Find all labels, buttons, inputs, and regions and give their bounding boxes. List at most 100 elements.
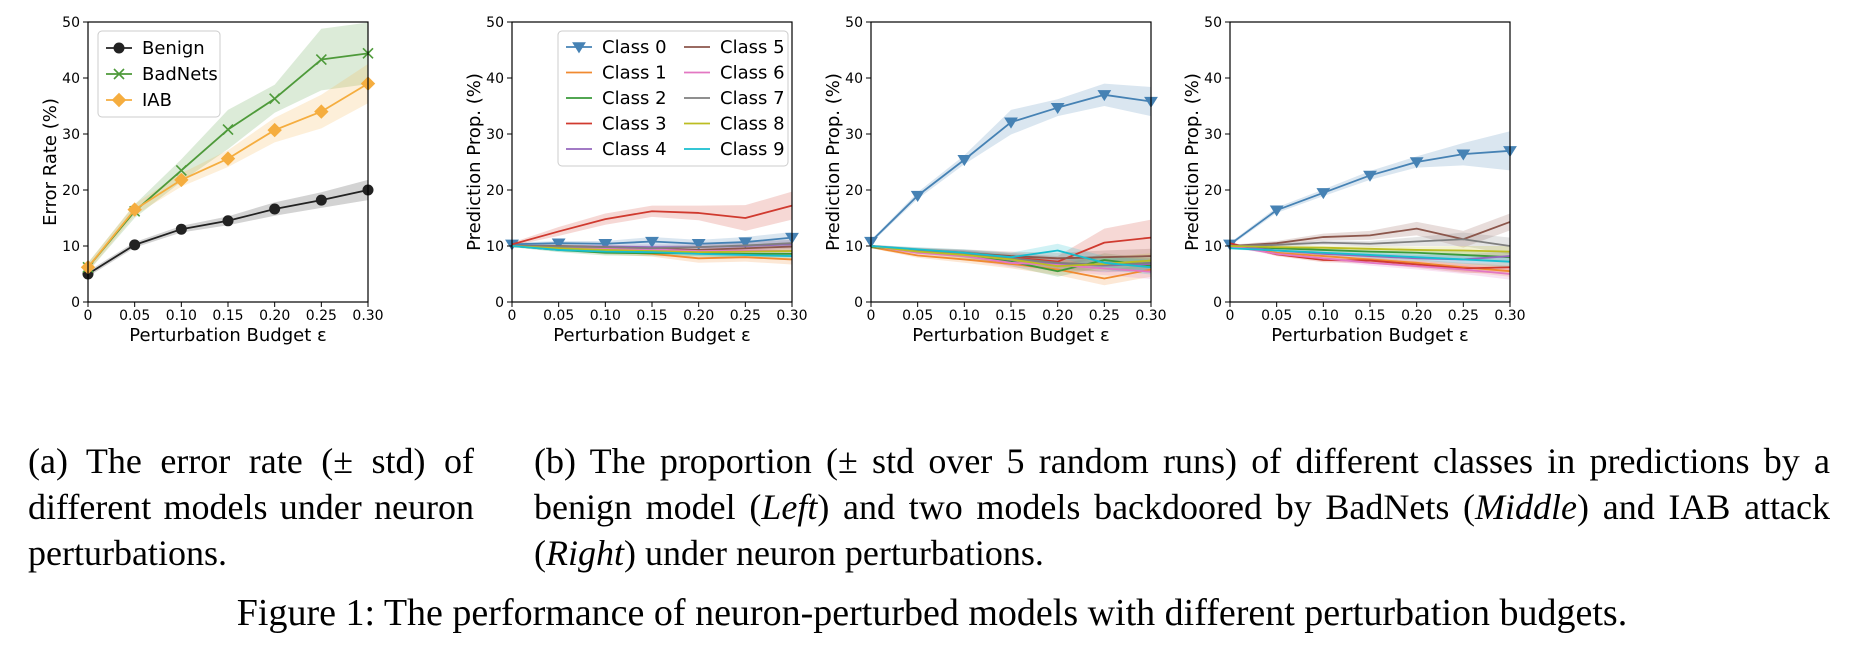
x-tick-label-b-right-3: 0.15 (1354, 308, 1385, 324)
x-axis-label-b-left: Perturbation Budget ε (553, 325, 750, 346)
series-line-b-right-8 (1229, 245, 1511, 253)
series-line-b-middle-9 (870, 245, 1152, 269)
data-point-b-middle-0-2 (957, 155, 972, 167)
x-tick-label-b-right-6: 0.30 (1494, 308, 1525, 324)
y-tick-label-b-middle-2: 20 (845, 183, 863, 199)
chart-panel-b-left: 0 0.05 0.10 0.15 0.20 0.25 0.30 0 10 20 30 40 50 Pert… (464, 15, 808, 346)
x-axis-label-b-right: Perturbation Budget ε (1271, 325, 1468, 346)
data-point-a-2-3 (220, 151, 236, 166)
y-axis-label-b-middle: Prediction Prop. (%) (823, 73, 844, 251)
data-point-a-1-5 (315, 53, 327, 66)
x-tick-label-b-left-4: 0.20 (683, 308, 714, 324)
y-tick-label-a-1: 10 (62, 239, 80, 255)
x-tick-label-b-left-0: 0 (508, 308, 517, 324)
x-tick-label-a-5: 0.25 (306, 308, 337, 324)
x-tick-label-b-middle-3: 0.15 (995, 308, 1026, 324)
data-point-a-0-5 (315, 194, 327, 206)
std-band-a-1 (88, 22, 368, 272)
series-line-b-left-9 (511, 245, 793, 257)
data-point-a-2-4 (267, 122, 282, 138)
data-point-b-right-0-4 (1409, 157, 1424, 169)
data-point-a-0-2 (175, 223, 187, 235)
std-band-b-middle-5 (871, 244, 1151, 264)
legend-label-b-8: Class 8 (720, 114, 785, 135)
std-band-b-middle-0 (871, 83, 1151, 244)
y-tick-label-a-2: 20 (62, 183, 80, 199)
x-axis-label-a: Perturbation Budget ε (129, 325, 326, 346)
caption-b-left: Left (761, 487, 818, 527)
y-tick-label-a-5: 50 (62, 15, 80, 31)
chart-panel-b-right: 0 0.05 0.10 0.15 0.20 0.25 0.30 0 10 20 30 40 50 Pert… (1182, 15, 1526, 346)
caption-b-text-1: The proportion (± std over 5 random runs… (534, 441, 1830, 527)
series-line-b-right-1 (1229, 245, 1511, 273)
caption-b-prefix: (b) (534, 441, 576, 481)
y-tick-label-a-4: 40 (62, 71, 80, 87)
legend-label-b-7: Class 7 (720, 88, 785, 109)
caption-b-text-2: ) and two models backdoored by BadNets ( (817, 487, 1476, 527)
caption-a: (a) The error rate (± std) of different … (28, 438, 474, 576)
data-point-b-right-0-3 (1363, 170, 1377, 182)
y-tick-label-b-middle-1: 10 (845, 239, 863, 255)
x-tick-label-b-right-0: 0 (1226, 308, 1235, 324)
legend-label-b-6: Class 6 (720, 63, 785, 84)
x-tick-label-b-left-6: 0.30 (776, 308, 807, 324)
y-tick-label-b-left-5: 50 (486, 15, 504, 31)
caption-a-prefix: (a) (28, 441, 68, 481)
std-band-b-right-5 (1230, 213, 1510, 248)
std-band-b-right-0 (1230, 131, 1510, 246)
data-point-b-right-0-2 (1316, 188, 1331, 200)
y-tick-label-a-3: 30 (62, 127, 80, 143)
y-tick-label-b-right-3: 30 (1204, 127, 1222, 143)
chart-panel-b-middle: 0 0.05 0.10 0.15 0.20 0.25 0.30 0 10 20 30 40 50 Pert… (823, 15, 1167, 346)
y-tick-label-b-middle-5: 50 (845, 15, 863, 31)
legend-label-b-3: Class 3 (602, 114, 667, 135)
std-band-a-0 (88, 179, 368, 277)
data-point-a-0-1 (129, 239, 141, 251)
y-axis-label-b-right: Prediction Prop. (%) (1182, 73, 1203, 251)
y-tick-label-b-right-1: 10 (1204, 239, 1222, 255)
caption-b-text-3: ) and IAB attack ( (534, 487, 1831, 573)
series-line-b-middle-1 (870, 246, 1152, 280)
series-line-b-right-2 (1229, 245, 1511, 259)
legend-label-a-1: BadNets (142, 64, 218, 85)
chart-panel-a: 0 0.05 0.10 0.15 0.20 0.25 0.30 0 10 20 30 40 50 Pert… (40, 15, 384, 346)
x-tick-label-b-middle-5: 0.25 (1089, 308, 1120, 324)
series-line-b-right-9 (1229, 247, 1511, 263)
legend-label-b-1: Class 1 (602, 63, 667, 84)
data-point-b-left-0-1 (551, 238, 566, 250)
legend-label-b-9: Class 9 (720, 139, 785, 160)
data-point-b-middle-0-4 (1050, 102, 1065, 115)
legend-box-a (97, 30, 221, 118)
y-tick-label-b-right-0: 0 (1213, 295, 1222, 311)
legend-label-a-0: Benign (142, 38, 205, 59)
legend-marker-a-0 (113, 42, 125, 54)
x-tick-label-b-right-5: 0.25 (1448, 308, 1479, 324)
caption-b-middle: Middle (1475, 487, 1578, 527)
x-axis-label-b-middle: Perturbation Budget ε (912, 325, 1109, 346)
x-tick-label-b-middle-6: 0.30 (1135, 308, 1166, 324)
x-tick-label-b-left-2: 0.10 (590, 308, 621, 324)
x-tick-label-a-2: 0.10 (166, 308, 197, 324)
std-band-b-middle-1 (871, 246, 1151, 286)
data-point-b-middle-0-3 (1004, 117, 1018, 129)
x-tick-label-a-6: 0.30 (352, 308, 383, 324)
data-point-a-1-2 (175, 164, 187, 176)
x-tick-label-b-left-3: 0.15 (636, 308, 667, 324)
data-point-b-left-0-2 (598, 239, 613, 251)
x-tick-label-b-left-5: 0.25 (730, 308, 761, 324)
x-tick-label-b-right-2: 0.10 (1308, 308, 1339, 324)
y-tick-label-b-left-0: 0 (495, 295, 504, 311)
y-tick-label-b-right-2: 20 (1204, 183, 1222, 199)
data-point-a-1-3 (222, 123, 234, 136)
data-point-b-middle-0-1 (910, 190, 925, 202)
x-tick-label-b-left-1: 0.05 (543, 308, 574, 324)
y-tick-label-b-left-1: 10 (486, 239, 504, 255)
series-line-b-left-8 (511, 245, 793, 254)
legend-marker-a-1 (113, 68, 125, 80)
x-tick-label-b-middle-2: 0.10 (949, 308, 980, 324)
caption-b-text-4: ) under neuron perturbations. (624, 533, 1044, 573)
x-tick-label-a-0: 0 (84, 308, 93, 324)
figure-caption: Figure 1: The performance of neuron-pert… (236, 592, 1628, 634)
y-axis-label-a: Error Rate (%) (40, 98, 61, 226)
x-tick-label-b-middle-4: 0.20 (1042, 308, 1073, 324)
